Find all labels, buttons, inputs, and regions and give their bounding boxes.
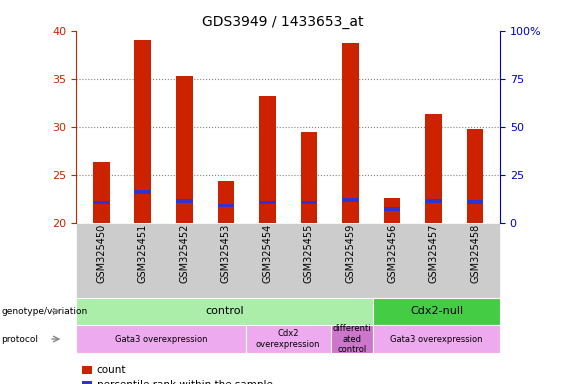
Bar [467, 129, 484, 223]
Text: percentile rank within the sample: percentile rank within the sample [97, 380, 272, 384]
Text: Cdx2-null: Cdx2-null [410, 306, 463, 316]
Bar [176, 76, 193, 223]
Bar [425, 199, 442, 203]
Text: differenti
ated
control: differenti ated control [332, 324, 371, 354]
Bar [384, 207, 401, 211]
Text: Gata3 overexpression: Gata3 overexpression [390, 334, 483, 344]
Bar [218, 204, 234, 207]
Bar [176, 199, 193, 203]
Bar [301, 200, 317, 204]
Text: Cdx2
overexpression: Cdx2 overexpression [256, 329, 320, 349]
Bar [301, 131, 317, 223]
Text: GDS3949 / 1433653_at: GDS3949 / 1433653_at [202, 15, 363, 29]
Bar [342, 43, 359, 223]
Text: protocol: protocol [1, 334, 38, 344]
Bar [218, 181, 234, 223]
Text: genotype/variation: genotype/variation [1, 307, 88, 316]
Bar [259, 96, 276, 223]
Bar [259, 200, 276, 204]
Bar [82, 381, 92, 384]
Text: count: count [97, 365, 126, 375]
Bar [93, 162, 110, 223]
Bar [134, 190, 151, 194]
Bar [467, 200, 484, 204]
Text: control: control [205, 306, 244, 316]
Bar [425, 114, 442, 223]
Bar [93, 200, 110, 204]
Bar [342, 198, 359, 202]
Bar [384, 198, 401, 223]
Text: Gata3 overexpression: Gata3 overexpression [115, 334, 207, 344]
Bar [82, 366, 92, 374]
Bar [134, 40, 151, 223]
